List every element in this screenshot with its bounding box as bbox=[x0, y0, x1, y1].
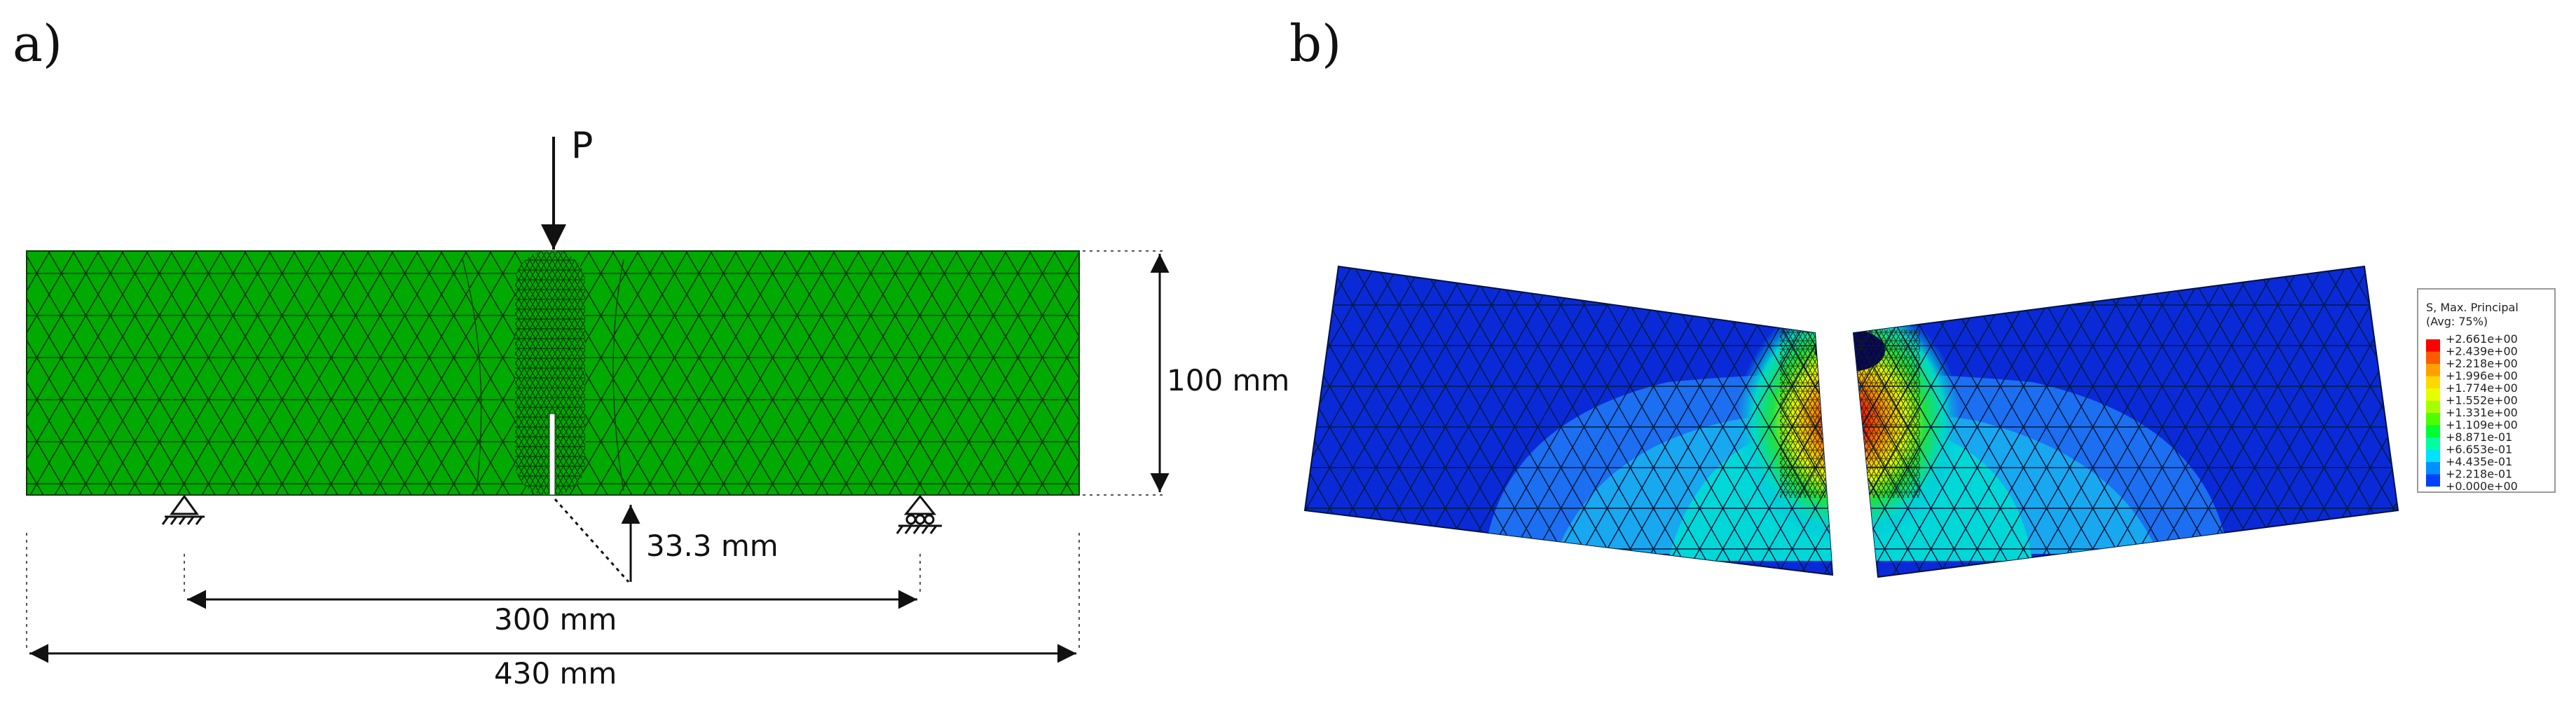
load-label: P bbox=[571, 125, 593, 167]
legend-value: +8.871e-01 bbox=[2446, 430, 2512, 444]
legend-swatch bbox=[2426, 400, 2440, 413]
legend-value: +1.552e+00 bbox=[2446, 394, 2518, 407]
legend-value: +2.218e-01 bbox=[2446, 468, 2512, 481]
legend-swatch bbox=[2426, 449, 2440, 462]
height-label: 100 mm bbox=[1167, 363, 1289, 398]
legend-box bbox=[2417, 288, 2556, 493]
legend-value: +1.996e+00 bbox=[2446, 369, 2518, 383]
height-dimension bbox=[1083, 250, 1170, 496]
legend-value: +2.439e+00 bbox=[2446, 345, 2518, 358]
length-label: 430 mm bbox=[494, 656, 617, 691]
legend-title: S, Max. Principal bbox=[2426, 301, 2519, 314]
span-dimension bbox=[184, 554, 921, 609]
notch bbox=[549, 413, 556, 496]
notch-dimension bbox=[554, 498, 640, 583]
legend-value: +1.331e+00 bbox=[2446, 406, 2518, 419]
panel-label-b: b) bbox=[1289, 14, 1342, 73]
beam-diagram bbox=[26, 250, 1080, 496]
pin-support bbox=[161, 494, 205, 525]
legend-swatch bbox=[2426, 425, 2440, 437]
panel-label-a: a) bbox=[13, 14, 63, 73]
legend-value: +1.774e+00 bbox=[2446, 381, 2518, 395]
legend-swatch bbox=[2426, 388, 2440, 401]
legend-value: +1.109e+00 bbox=[2446, 419, 2518, 432]
deformed-beam-contour bbox=[1303, 265, 2399, 578]
stress-legend: S, Max. Principal (Avg: 75%) +2.661e+00+… bbox=[2417, 288, 2556, 493]
roller-support bbox=[896, 494, 942, 534]
legend-value: +6.653e-01 bbox=[2446, 443, 2512, 456]
legend-swatch bbox=[2426, 339, 2440, 352]
legend-value: +2.661e+00 bbox=[2446, 332, 2518, 346]
legend-swatch bbox=[2426, 376, 2440, 388]
legend-swatch bbox=[2426, 351, 2440, 364]
legend-swatch bbox=[2426, 437, 2440, 450]
legend-value: +2.218e+00 bbox=[2446, 357, 2518, 370]
legend-swatch bbox=[2426, 474, 2440, 487]
span-label: 300 mm bbox=[494, 602, 617, 637]
legend-values: +2.661e+00+2.439e+00+2.218e+00+1.996e+00… bbox=[2446, 332, 2518, 493]
length-dimension bbox=[26, 533, 1080, 663]
legend-swatch bbox=[2426, 413, 2440, 426]
notch-label: 33.3 mm bbox=[646, 529, 779, 563]
legend-subtitle: (Avg: 75%) bbox=[2426, 315, 2488, 328]
legend-swatch bbox=[2426, 462, 2440, 475]
legend-swatches bbox=[2426, 339, 2440, 487]
legend-swatch bbox=[2426, 364, 2440, 376]
legend-value: +4.435e-01 bbox=[2446, 455, 2512, 468]
legend-value: +0.000e+00 bbox=[2446, 480, 2518, 493]
